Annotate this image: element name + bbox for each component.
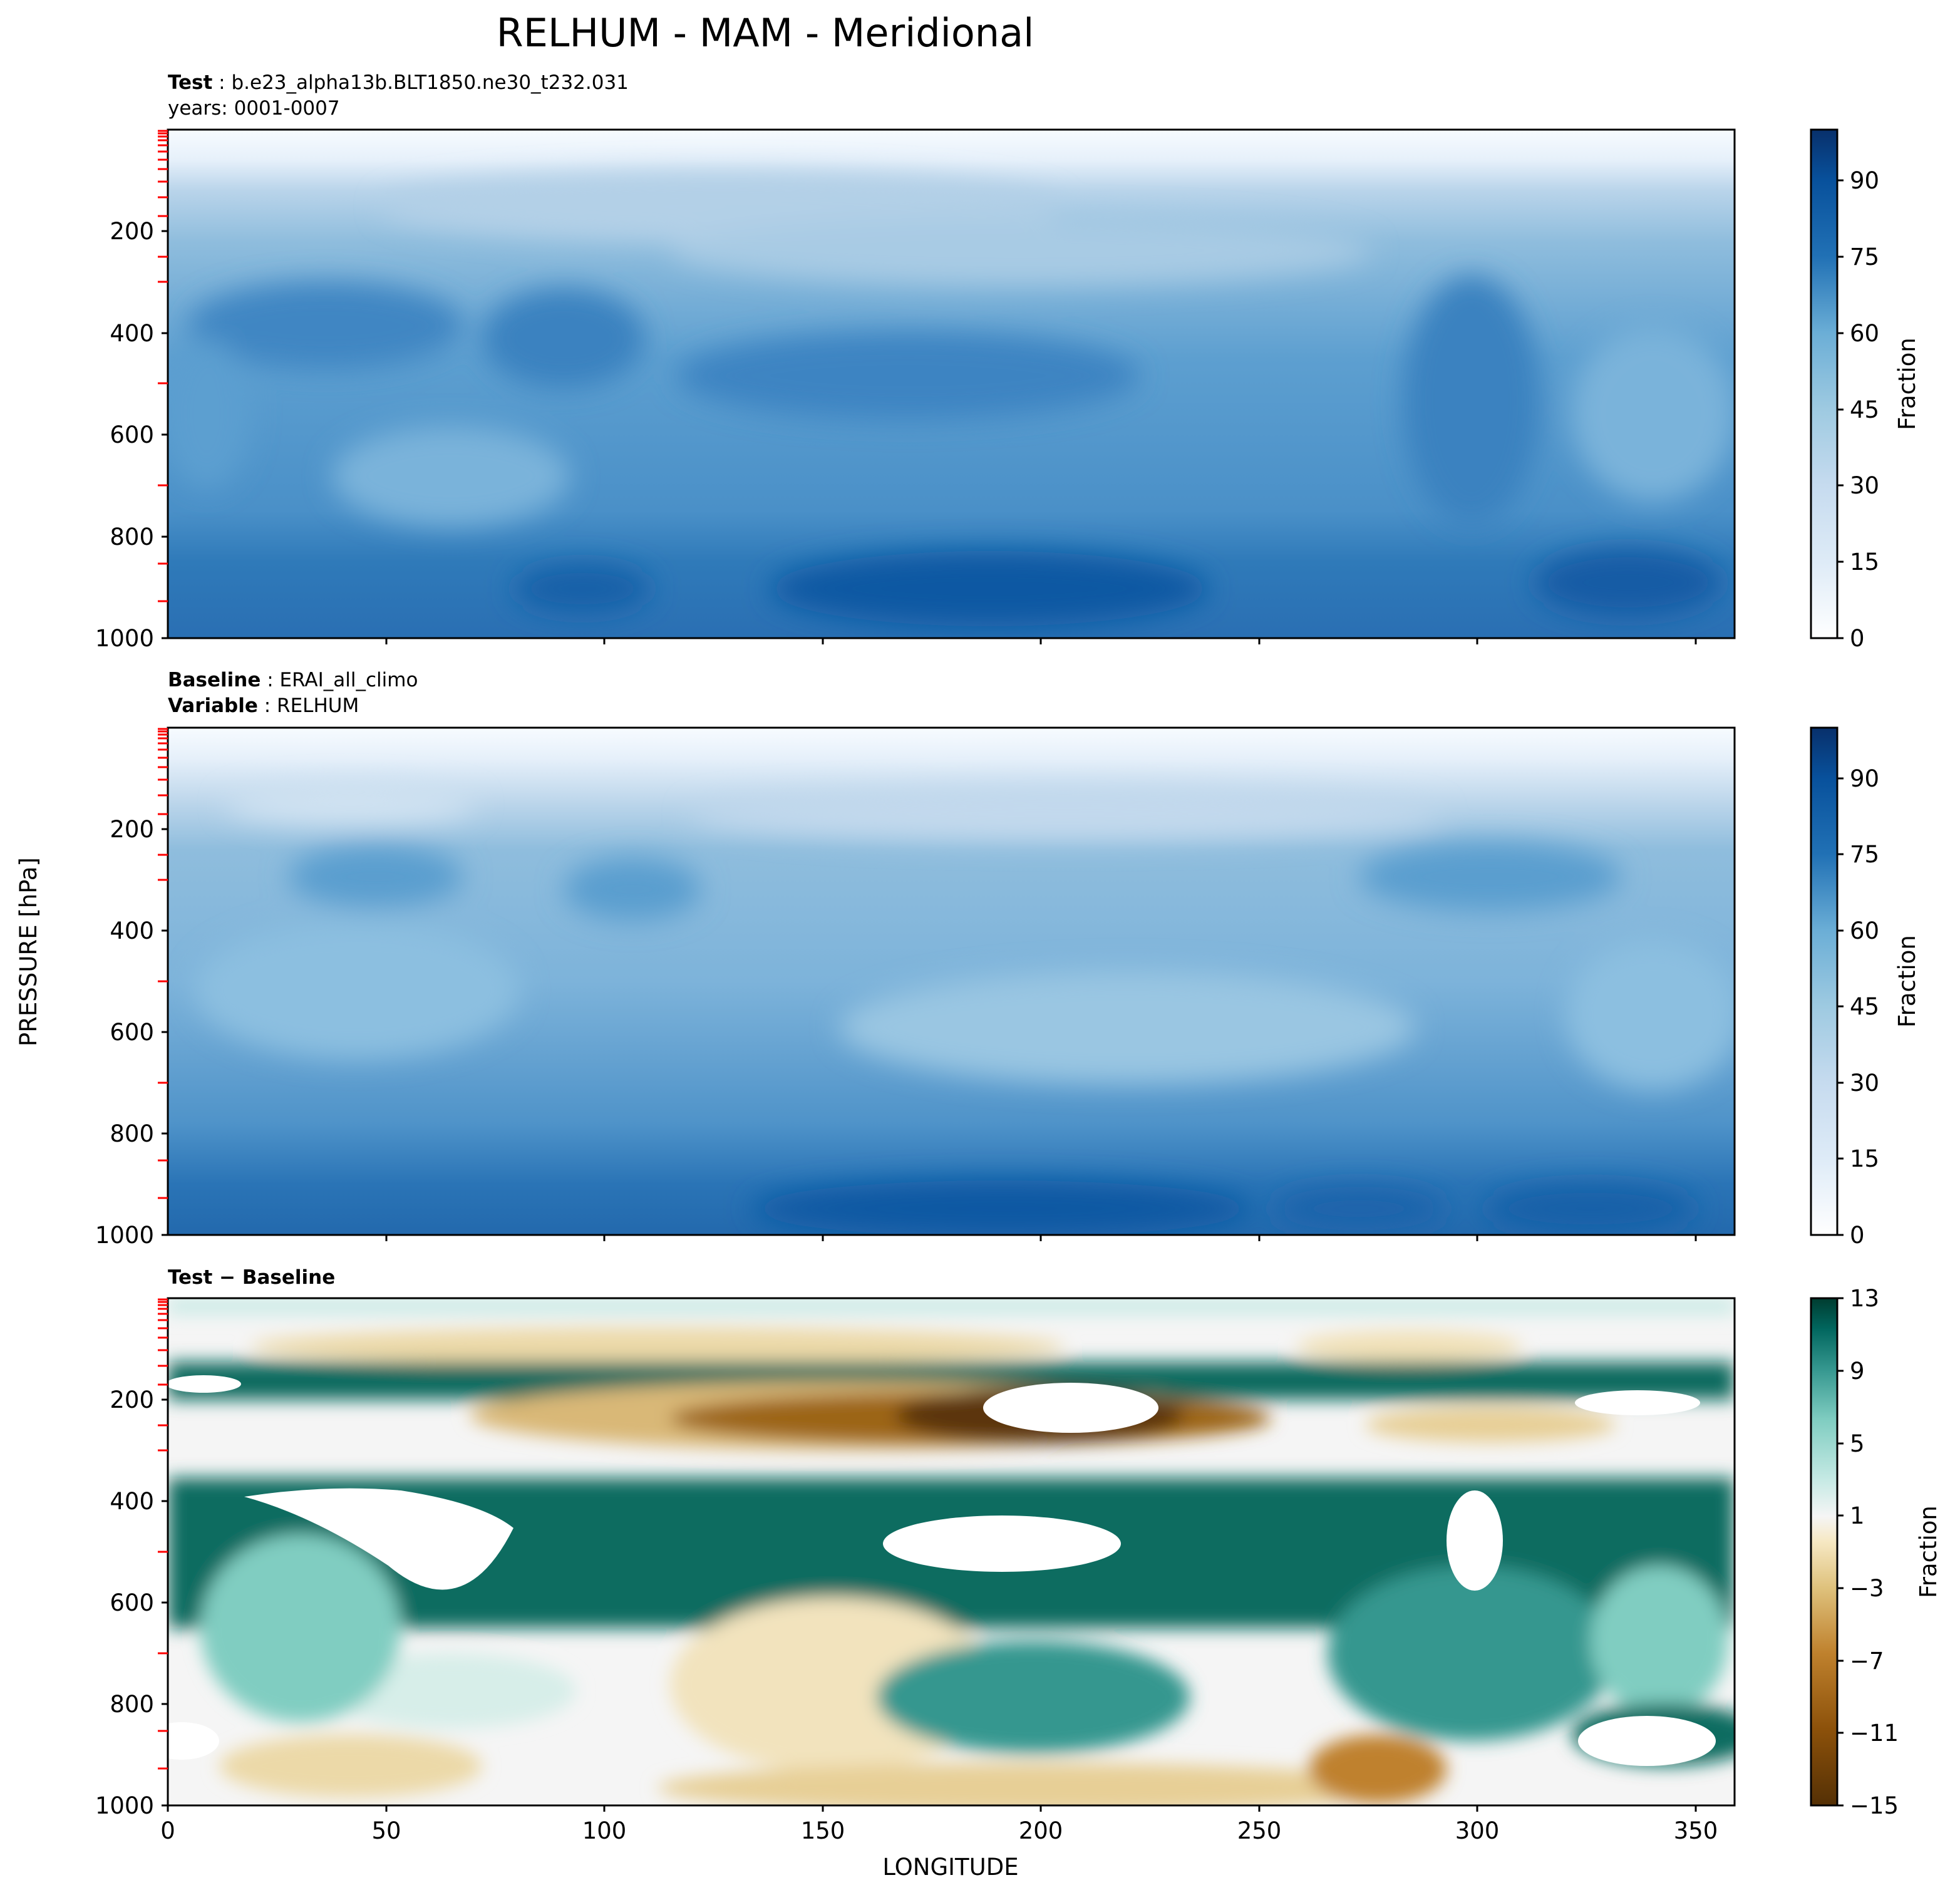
test-colorbar: 0 15 30 45 60 75 90 Fraction (1810, 128, 1921, 652)
x-tick-label: 250 (1237, 1817, 1282, 1844)
test-key: Test (168, 71, 213, 94)
y-tick-label: 1000 (95, 1222, 154, 1249)
colorbar-tick-label: 30 (1850, 1070, 1879, 1097)
colorbar-tick-label: 13 (1850, 1285, 1879, 1312)
x-axis-label: LONGITUDE (882, 1854, 1018, 1881)
colorbar-tick-label: −11 (1850, 1720, 1899, 1747)
baseline-key: Baseline (168, 669, 260, 691)
colorbar-tick-label: −3 (1850, 1575, 1884, 1602)
y-tick-label: 200 (110, 218, 154, 245)
baseline-colorbar: 0 15 30 45 60 75 90 Fraction (1810, 726, 1921, 1249)
x-tick-label: 50 (371, 1817, 401, 1844)
baseline-level-markers (158, 728, 168, 1199)
difference-saturated-regions (168, 1375, 1716, 1766)
x-tick-label: 350 (1674, 1817, 1718, 1844)
x-tick-label: 300 (1455, 1817, 1500, 1844)
colorbar-tick-label: 0 (1850, 1222, 1865, 1249)
header-sep: : (212, 71, 231, 94)
colorbar-label: Fraction (1915, 1505, 1942, 1598)
y-tick-label: 600 (110, 421, 154, 448)
panel-difference: 200 400 600 800 1000 0 50 (95, 1285, 1942, 1844)
variable-key: Variable (168, 694, 258, 717)
diff-header: Test − Baseline (168, 1266, 335, 1289)
y-tick-label: 800 (110, 524, 154, 550)
baseline-header: Baseline : ERAI_all_climo (168, 669, 418, 691)
header-sep: : (260, 669, 279, 691)
x-tick-label: 150 (801, 1817, 845, 1844)
difference-level-markers (158, 1298, 168, 1770)
colorbar-tick-label: 30 (1850, 472, 1879, 499)
colorbar-tick-label: 75 (1850, 841, 1879, 868)
y-tick-label: 400 (110, 917, 154, 944)
difference-y-ticks: 200 400 600 800 1000 (95, 1386, 168, 1819)
colorbar-tick-label: 45 (1850, 993, 1879, 1020)
colorbar-tick-label: 0 (1850, 625, 1865, 652)
variable-name: RELHUM (277, 694, 359, 717)
colorbar-tick-label: 75 (1850, 244, 1879, 271)
difference-colorbar: −15 −11 −7 −3 1 5 9 13 Fraction (1810, 1285, 1942, 1819)
test-header: Test : b.e23_alpha13b.BLT1850.ne30_t232.… (168, 71, 629, 94)
baseline-name: ERAI_all_climo (280, 669, 418, 691)
difference-contour-field (168, 1298, 1735, 1805)
baseline-contour-field (168, 728, 1735, 1235)
y-tick-label: 800 (110, 1691, 154, 1718)
colorbar-tick-label: 90 (1850, 765, 1879, 792)
y-tick-label: 200 (110, 1386, 154, 1413)
colorbar-tick-label: 60 (1850, 917, 1879, 944)
test-level-markers (158, 130, 168, 602)
y-tick-label: 600 (110, 1019, 154, 1046)
baseline-y-ticks: 200 400 600 800 1000 (95, 816, 168, 1249)
x-tick-label: 0 (160, 1817, 175, 1844)
variable-header: Variable : RELHUM (168, 694, 359, 717)
y-tick-label: 1000 (95, 625, 154, 652)
colorbar-tick-label: 60 (1850, 320, 1879, 347)
panel-baseline: 200 400 600 800 1000 (95, 726, 1921, 1249)
baseline-x-ticks (385, 1235, 1697, 1241)
colorbar-tick-label: 45 (1850, 396, 1879, 423)
test-y-ticks: 200 400 600 800 1000 (95, 218, 168, 652)
difference-x-ticks: 0 50 100 150 200 250 300 350 (160, 1805, 1718, 1844)
y-tick-label: 400 (110, 1488, 154, 1515)
panel-test: 200 400 600 800 1000 (95, 128, 1921, 652)
colorbar-tick-label: 15 (1850, 1145, 1879, 1172)
test-case-name: b.e23_alpha13b.BLT1850.ne30_t232.031 (231, 71, 628, 94)
colorbar-tick-label: −7 (1850, 1648, 1884, 1675)
test-contour-field (168, 130, 1735, 638)
header-sep: : (258, 694, 277, 717)
y-tick-label: 800 (110, 1120, 154, 1147)
x-tick-label: 200 (1019, 1817, 1063, 1844)
colorbar-tick-label: 5 (1850, 1430, 1865, 1457)
years-header: years: 0001-0007 (168, 97, 340, 120)
test-x-ticks (385, 638, 1697, 644)
y-tick-label: 1000 (95, 1792, 154, 1819)
x-tick-label: 100 (582, 1817, 627, 1844)
y-tick-label: 200 (110, 816, 154, 843)
y-tick-label: 400 (110, 320, 154, 347)
colorbar-tick-label: −15 (1850, 1792, 1899, 1819)
colorbar-tick-label: 1 (1850, 1502, 1865, 1529)
colorbar-label: Fraction (1894, 338, 1921, 430)
colorbar-tick-label: 90 (1850, 167, 1879, 194)
y-tick-label: 600 (110, 1589, 154, 1616)
colorbar-label: Fraction (1894, 935, 1921, 1028)
figure-title: RELHUM - MAM - Meridional (497, 10, 1034, 56)
colorbar-tick-label: 15 (1850, 549, 1879, 576)
y-axis-label: PRESSURE [hPa] (15, 857, 42, 1046)
colorbar-tick-label: 9 (1850, 1358, 1865, 1385)
